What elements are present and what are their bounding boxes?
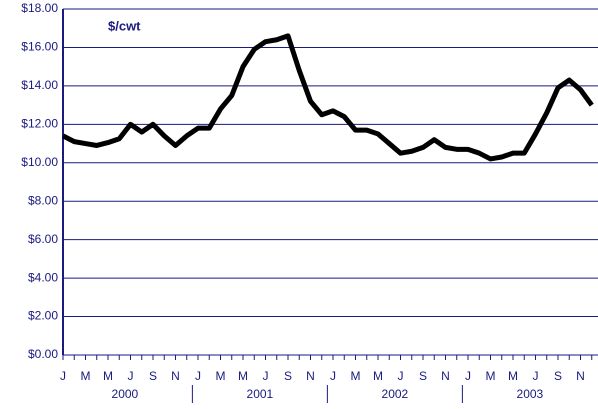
x-tick-label: N <box>576 369 585 383</box>
y-tick-label: $4.00 <box>28 270 58 284</box>
x-tick-label: J <box>398 369 404 383</box>
x-tick-label: S <box>554 369 562 383</box>
x-tick-label: M <box>238 369 248 383</box>
x-tick-label: N <box>441 369 450 383</box>
y-tick-label: $8.00 <box>28 193 58 207</box>
y-tick-label: $6.00 <box>28 232 58 246</box>
y-tick-label: $10.00 <box>21 155 58 169</box>
line-series <box>61 33 594 162</box>
x-tick-label: S <box>419 369 427 383</box>
x-tick-label: M <box>486 369 496 383</box>
x-tick-label: M <box>373 369 383 383</box>
year-label: 2002 <box>382 387 409 401</box>
x-tick-label: M <box>103 369 113 383</box>
x-tick-label: M <box>351 369 361 383</box>
y-tick-label: $14.00 <box>21 78 58 92</box>
x-tick-label: S <box>284 369 292 383</box>
x-tick-label: M <box>216 369 226 383</box>
x-tick-label: J <box>533 369 539 383</box>
y-tick-label: $12.00 <box>21 117 58 131</box>
year-label: 2003 <box>517 387 544 401</box>
y-tick-label: $0.00 <box>28 347 58 361</box>
x-tick-label: J <box>195 369 201 383</box>
x-tick-label: N <box>306 369 315 383</box>
y-tick-label: $2.00 <box>28 309 58 323</box>
y-tick-label: $18.00 <box>21 1 58 15</box>
x-tick-label: J <box>263 369 269 383</box>
annotation: $/cwt <box>108 18 141 33</box>
x-tick-label: J <box>60 369 66 383</box>
year-label: 2001 <box>247 387 274 401</box>
x-tick-label: M <box>508 369 518 383</box>
x-tick-label: J <box>330 369 336 383</box>
x-tick-label: S <box>149 369 157 383</box>
x-tick-label: J <box>465 369 471 383</box>
x-tick-label: M <box>81 369 91 383</box>
year-label: 2000 <box>112 387 139 401</box>
x-tick-label: J <box>128 369 134 383</box>
x-tick-label: N <box>171 369 180 383</box>
y-tick-label: $16.00 <box>21 40 58 54</box>
